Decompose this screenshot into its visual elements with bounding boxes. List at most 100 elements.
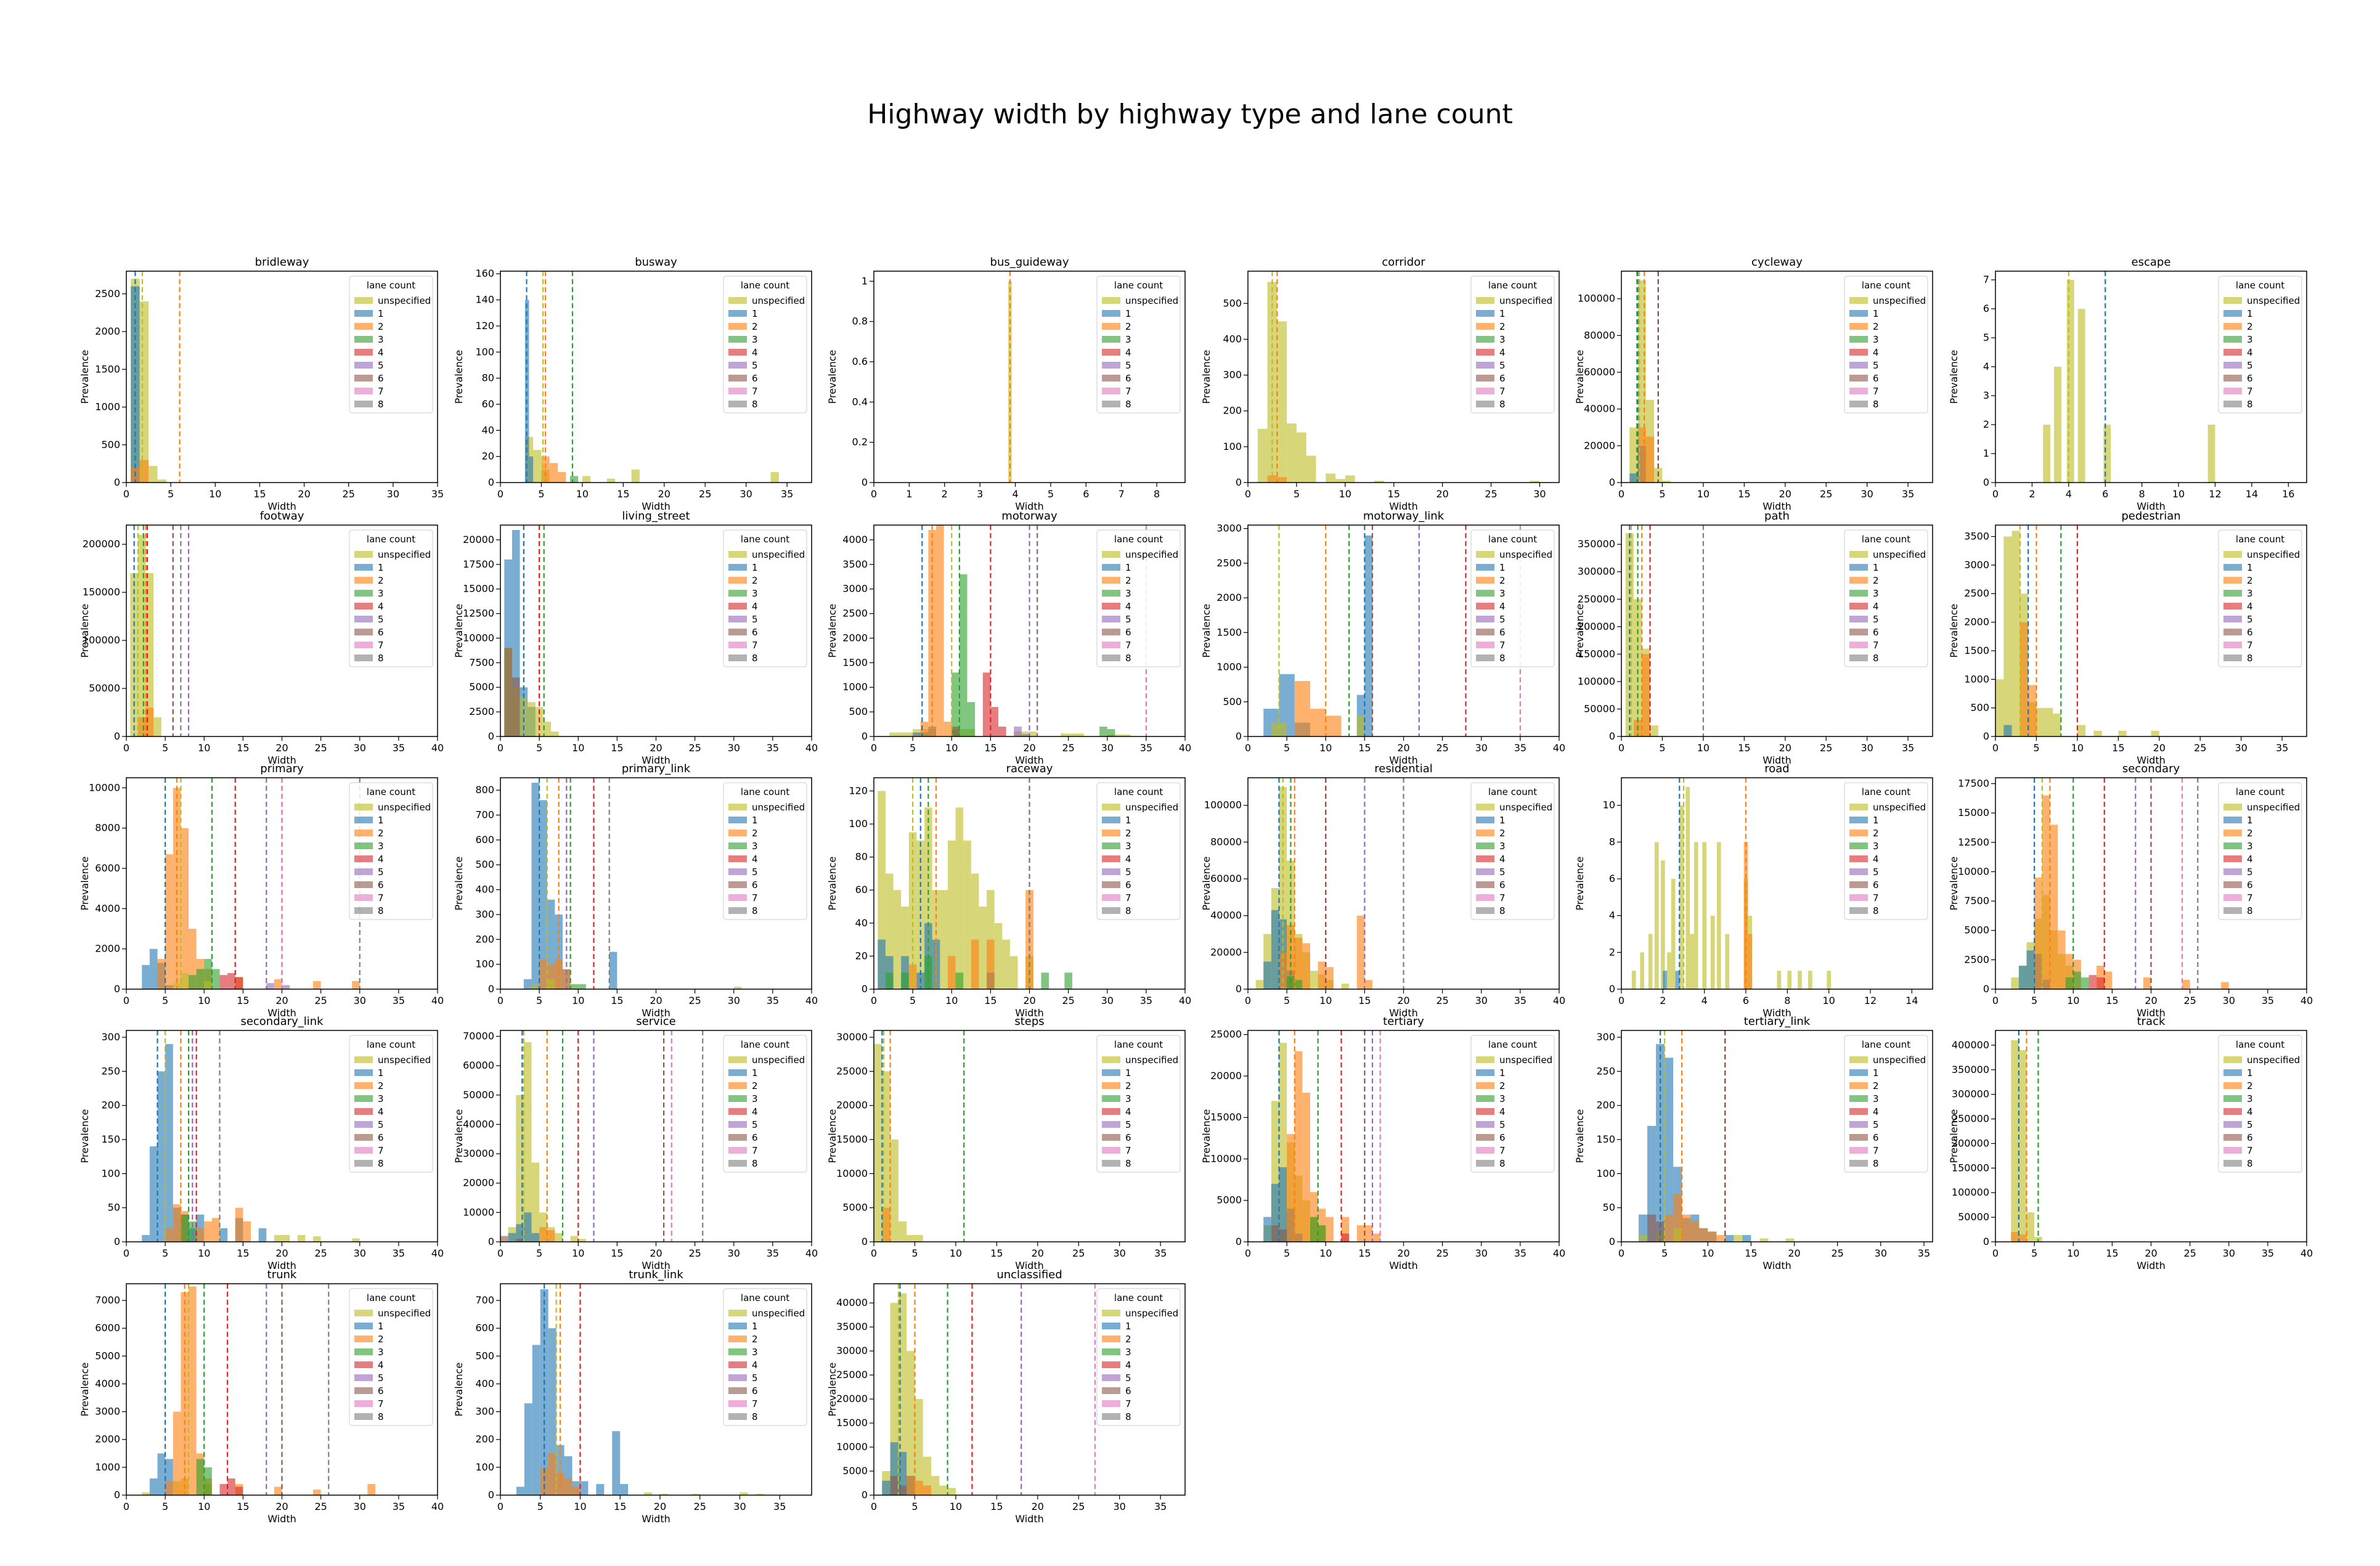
median-lines — [1278, 778, 1404, 989]
legend-swatch — [1102, 830, 1120, 836]
y-tick-label: 400 — [475, 1377, 494, 1389]
legend-swatch — [1476, 551, 1494, 558]
y-tick-label: 500 — [475, 1350, 494, 1361]
y-tick-label: 10000 — [463, 1206, 494, 1218]
y-tick-label: 70000 — [463, 1030, 494, 1042]
legend-label: 3 — [1125, 841, 1131, 852]
x-tick-label: 5 — [1661, 1247, 1668, 1259]
bar-2 — [556, 1472, 564, 1495]
y-tick-label: 25000 — [1210, 1029, 1242, 1040]
median-lines — [2019, 525, 2078, 736]
y-tick-label: 7500 — [469, 656, 494, 668]
x-tick-label: 0 — [871, 1501, 877, 1512]
subplot-pedestrian: 0 5 10 15 20 25 30 3505001000150020002500300035… — [1948, 510, 2307, 766]
x-tick-label: 30 — [387, 488, 399, 500]
legend-swatch — [1849, 1147, 1868, 1154]
bar-2 — [243, 1221, 251, 1242]
x-axis-label: Width — [1389, 754, 1417, 766]
y-tick-label: 2000 — [95, 1433, 120, 1445]
x-tick-label: 30 — [1101, 742, 1114, 754]
y-tick-label: 100000 — [1578, 675, 1615, 687]
bar-1 — [524, 1403, 532, 1495]
bar-unspecified — [1335, 479, 1345, 483]
legend-label: unspecified — [1499, 1054, 1552, 1066]
y-tick-label: 15000 — [1958, 807, 1989, 818]
bar-3 — [196, 969, 205, 989]
legend-label: 8 — [1125, 1158, 1131, 1169]
y-tick-label: 1000 — [1216, 661, 1242, 673]
y-tick-label: 3 — [1983, 389, 1989, 401]
bar-unspecified — [2093, 730, 2102, 736]
legend-swatch — [1102, 551, 1120, 558]
legend-swatch — [1476, 388, 1494, 394]
bar-unspecified — [994, 923, 1003, 989]
y-tick-label: 300 — [475, 1406, 494, 1417]
legend-swatch — [354, 1147, 373, 1154]
legend-label: 2 — [1873, 1080, 1879, 1091]
legend-swatch — [354, 349, 373, 356]
y-tick-label: 50 — [108, 1202, 120, 1213]
bar-unspecified — [691, 1493, 700, 1495]
histogram-bars — [889, 525, 1131, 736]
bar-unspecified — [523, 1042, 532, 1242]
y-tick-label: 0 — [862, 476, 868, 488]
median-lines — [881, 1030, 965, 1242]
x-tick-label: 10 — [1319, 742, 1332, 754]
legend-label: 7 — [752, 892, 758, 903]
legend-swatch — [354, 1348, 373, 1355]
x-tick-label: 35 — [1514, 995, 1526, 1006]
bar-2 — [2050, 825, 2058, 989]
legend-label: 2 — [752, 1334, 758, 1345]
bar-unspecified — [1356, 716, 1365, 736]
x-tick-label: 30 — [354, 742, 366, 754]
x-tick-label: 15 — [611, 1247, 623, 1259]
legend-label: unspecified — [2247, 1054, 2300, 1066]
legend-swatch — [2223, 817, 2242, 823]
bar-1 — [882, 1480, 890, 1495]
bar-2 — [1716, 1234, 1726, 1242]
subplot-title: primary — [260, 762, 304, 775]
histogram-bars — [1263, 1043, 1380, 1242]
bar-4 — [227, 1478, 235, 1495]
x-tick-label: 5 — [1284, 742, 1290, 754]
x-tick-label: 20 — [1397, 995, 1409, 1006]
legend-swatch — [1849, 388, 1868, 394]
x-axis-label: Width — [642, 754, 670, 766]
legend-swatch — [1102, 655, 1120, 661]
y-tick-label: 50000 — [463, 1089, 494, 1101]
subplot-title: secondary — [2122, 762, 2180, 775]
legend-label: 2 — [378, 321, 384, 332]
legend-label: 1 — [378, 815, 384, 826]
bar-unspecified — [1530, 481, 1540, 483]
bar-1 — [532, 1345, 540, 1495]
x-tick-label: 15 — [990, 1501, 1003, 1512]
bar-unspecified — [531, 1162, 540, 1242]
x-tick-label: 0 — [1618, 742, 1624, 754]
bar-unspecified — [1650, 725, 1658, 736]
subplot-busway: 0 5 10 15 20 25 30 35020406080100120140160buswa… — [453, 256, 812, 512]
bar-2 — [540, 1467, 548, 1495]
legend-swatch — [1102, 1056, 1120, 1063]
legend-swatch — [1849, 1121, 1868, 1128]
legend-swatch — [2223, 1082, 2242, 1089]
legend-swatch — [354, 1056, 373, 1063]
y-axis-label: Prevalence — [1948, 604, 1960, 658]
bar-2 — [274, 1486, 282, 1495]
median-lines — [544, 1284, 581, 1495]
y-tick-label: 0 — [1983, 476, 1989, 488]
bar-2 — [1699, 1228, 1708, 1242]
bar-1 — [596, 1483, 605, 1495]
legend-swatch — [1476, 842, 1494, 849]
legend-label: 4 — [1125, 1106, 1131, 1117]
bar-1 — [142, 964, 150, 989]
bar-1 — [1279, 1167, 1287, 1242]
x-axis-label: Width — [2137, 754, 2165, 766]
legend-swatch — [1849, 1108, 1868, 1115]
bar-unspecified — [915, 1399, 923, 1495]
legend-label: 7 — [1125, 1145, 1131, 1156]
legend-label: 6 — [1125, 1385, 1131, 1397]
x-tick-label: 5 — [2031, 1247, 2037, 1259]
y-tick-label: 1500 — [1964, 645, 1989, 656]
legend-label: unspecified — [752, 295, 805, 306]
y-tick-label: 0.4 — [852, 396, 868, 407]
